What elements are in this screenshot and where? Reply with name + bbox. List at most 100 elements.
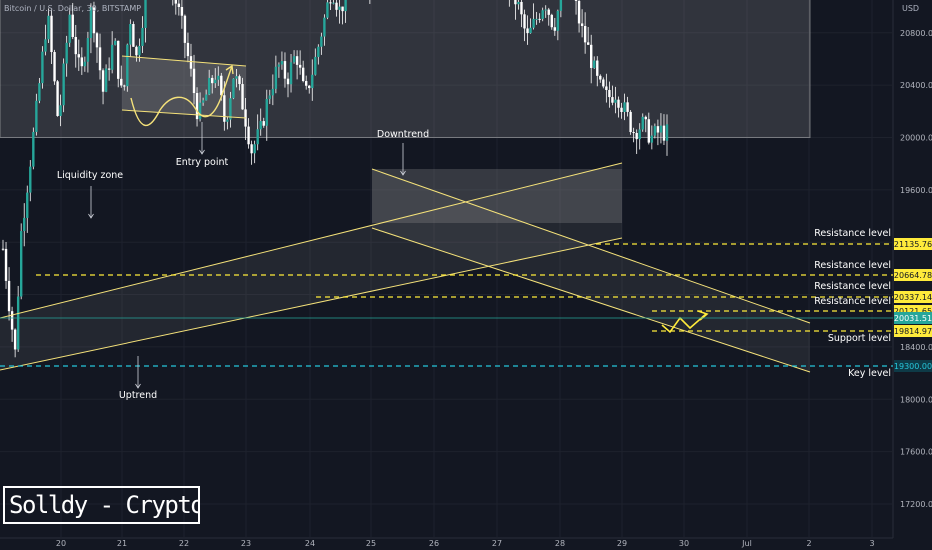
candle-body (583, 25, 587, 43)
price-tick-label: 17600.00 (900, 448, 932, 457)
candle-body (574, 0, 578, 1)
candle-body (623, 102, 626, 112)
price-tag-key: 19300.00 (894, 362, 932, 371)
candle-body (186, 42, 190, 57)
candle-body (289, 62, 293, 85)
candle-body (59, 105, 62, 116)
candle-body (223, 95, 226, 122)
candle-body (10, 311, 14, 330)
annotation-downtrend: Downtrend (377, 129, 429, 140)
candle-body (586, 42, 590, 45)
entry-curve-arrowhead (225, 64, 234, 75)
candle-body (268, 95, 272, 99)
candle-body (665, 124, 669, 141)
candle-body (238, 76, 241, 85)
candle-body (532, 18, 535, 28)
candle-body (326, 2, 329, 18)
candle-body (250, 144, 253, 154)
candle-body (265, 98, 268, 126)
candle-body (614, 99, 617, 103)
downtrend-box[interactable] (372, 169, 622, 223)
candle-body (550, 14, 553, 28)
candle-body (41, 51, 44, 84)
candle-body (593, 60, 596, 68)
candle-body (211, 77, 214, 84)
downtrend-line-lower[interactable] (371, 227, 811, 373)
candle-body (602, 79, 605, 87)
candle-body (650, 135, 654, 143)
candle-body (577, 0, 581, 24)
candle-body (38, 83, 41, 101)
price-tick-label: 18400.00 (900, 343, 932, 352)
candle-body (56, 81, 59, 116)
candle-body (332, 2, 335, 4)
price-tag-resistance-bg (894, 238, 932, 250)
time-tick-label: Jul (741, 539, 752, 548)
level-label-resistance: Resistance level (814, 260, 891, 271)
candle-body (320, 36, 323, 47)
candle-body (1, 248, 5, 250)
candle-body (113, 40, 117, 45)
time-tick-label: 21 (117, 539, 127, 548)
candle-body (120, 78, 123, 86)
time-tick-label: 2 (806, 539, 811, 548)
candle-body (635, 132, 638, 140)
price-tag-resistance: 20337.14 (894, 293, 932, 302)
time-tick-label: 30 (679, 539, 689, 548)
time-scale-panel[interactable] (0, 538, 893, 550)
candle-body (259, 121, 262, 130)
candle-body (629, 111, 632, 133)
candle-body (605, 86, 608, 90)
price-tag-resistance-bg (894, 291, 932, 303)
price-tag-support: 19814.97 (894, 327, 932, 336)
candle-body (314, 56, 317, 75)
candle-body (4, 248, 8, 281)
entry-box-top (121, 55, 247, 67)
candle-body (47, 15, 50, 40)
candle-body (174, 0, 178, 4)
candle-body (529, 27, 532, 34)
annotation-arrowhead (88, 213, 94, 219)
candle-body (523, 14, 526, 29)
watermark-signature: Solldy - Crypto for U (3, 486, 200, 524)
time-tick-label: 23 (241, 539, 251, 548)
liquidity-zone-box[interactable] (0, 0, 811, 138)
entry-illustration-box (122, 56, 246, 118)
price-tag-current-bg (894, 312, 932, 324)
level-label-resistance: Resistance level (814, 228, 891, 239)
candle-body (207, 77, 211, 95)
candle-body (126, 44, 129, 87)
candle-body (26, 192, 29, 218)
downtrend-line-upper[interactable] (371, 168, 811, 324)
candle-body (520, 1, 523, 15)
candle-body (92, 7, 96, 34)
downtrend-channel[interactable] (372, 169, 810, 372)
price-tag-current: 20031.51 (894, 314, 932, 323)
candle-body (141, 27, 144, 46)
candle-body (241, 84, 244, 110)
time-tick-label: 24 (305, 539, 315, 548)
price-tick-label: 20000.00 (900, 133, 932, 142)
candle-body (198, 102, 202, 120)
candle-body (329, 2, 332, 4)
candle-body (98, 47, 102, 71)
level-label-key: Key level (848, 368, 891, 379)
candle-body (132, 24, 135, 47)
uptrend-line-lower[interactable] (0, 237, 623, 371)
candle-body (323, 17, 326, 37)
uptrend-line-upper[interactable] (0, 162, 623, 319)
candle-body (7, 280, 11, 312)
price-tick-label: 18000.00 (900, 395, 932, 404)
candle-body (295, 56, 299, 65)
candle-body (110, 44, 114, 70)
candle-body (138, 45, 141, 56)
candle-body (95, 33, 99, 48)
annotation-liquidity-zone: Liquidity zone (57, 170, 123, 181)
price-tag-resistance-bg (894, 269, 932, 281)
candle-body (201, 100, 205, 103)
annotation-uptrend: Uptrend (119, 390, 157, 401)
candle-body (89, 7, 93, 39)
annotation-arrowhead (135, 383, 141, 389)
